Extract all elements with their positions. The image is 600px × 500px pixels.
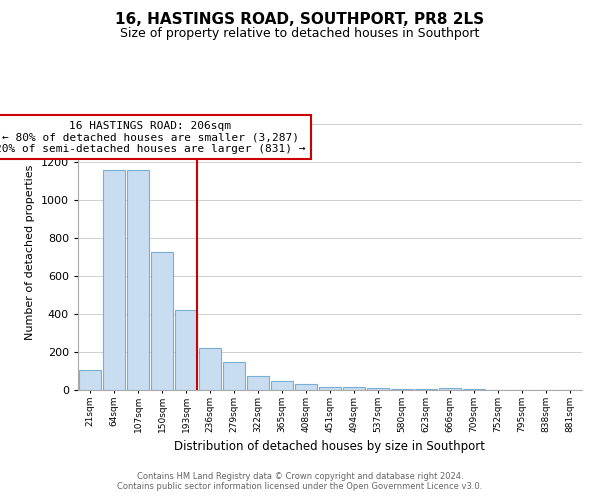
Bar	[103, 170, 125, 390]
X-axis label: Distribution of detached houses by size in Southport: Distribution of detached houses by size …	[175, 440, 485, 454]
Bar	[199, 348, 221, 390]
Bar	[439, 388, 461, 390]
Bar	[319, 386, 341, 390]
Bar	[79, 370, 101, 390]
Bar	[295, 384, 317, 390]
Bar	[367, 388, 389, 390]
Bar	[391, 389, 413, 390]
Text: Contains public sector information licensed under the Open Government Licence v3: Contains public sector information licen…	[118, 482, 482, 491]
Bar	[271, 380, 293, 390]
Bar	[175, 310, 197, 390]
Text: Size of property relative to detached houses in Southport: Size of property relative to detached ho…	[121, 28, 479, 40]
Bar	[127, 170, 149, 390]
Bar	[343, 387, 365, 390]
Bar	[247, 376, 269, 390]
Text: 16, HASTINGS ROAD, SOUTHPORT, PR8 2LS: 16, HASTINGS ROAD, SOUTHPORT, PR8 2LS	[115, 12, 485, 28]
Bar	[223, 362, 245, 390]
Y-axis label: Number of detached properties: Number of detached properties	[25, 165, 35, 340]
Text: Contains HM Land Registry data © Crown copyright and database right 2024.: Contains HM Land Registry data © Crown c…	[137, 472, 463, 481]
Bar	[151, 252, 173, 390]
Text: 16 HASTINGS ROAD: 206sqm
← 80% of detached houses are smaller (3,287)
20% of sem: 16 HASTINGS ROAD: 206sqm ← 80% of detach…	[0, 120, 305, 154]
